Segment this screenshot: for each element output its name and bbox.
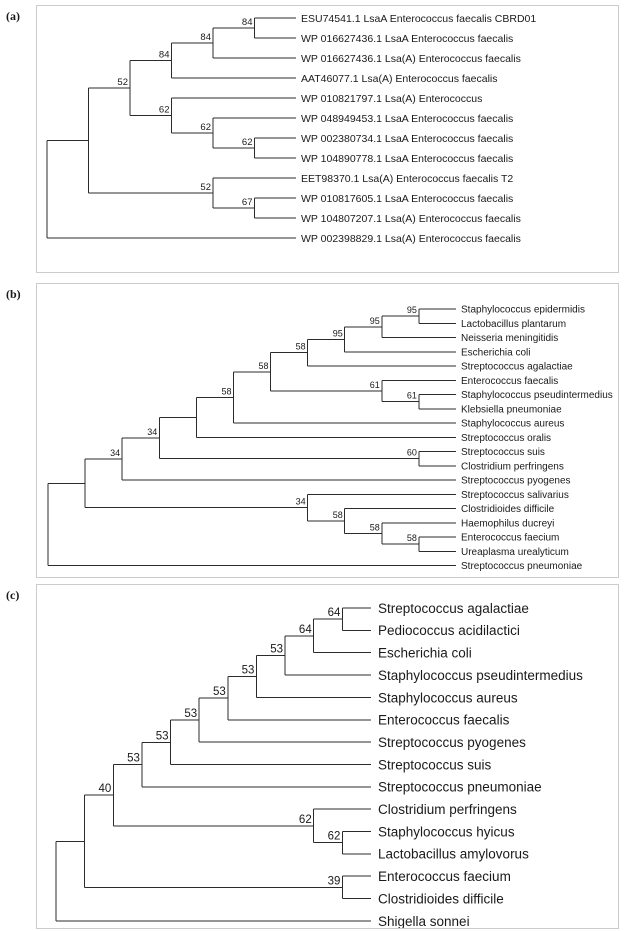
taxon-label: Haemophilus ducreyi	[461, 518, 554, 529]
support-value: 64	[328, 607, 341, 619]
taxon-label: WP 010821797.1 Lsa(A) Enterococcus	[301, 93, 482, 105]
support-value: 84	[159, 50, 170, 61]
panel-c-label: (c)	[6, 588, 20, 602]
support-value: 58	[259, 361, 269, 371]
support-value: 53	[156, 730, 169, 742]
taxon-label: Enterococcus faecalis	[378, 713, 510, 728]
taxon-label: WP 048949453.1 LsaA Enterococcus faecali…	[301, 113, 513, 125]
support-value: 61	[407, 391, 417, 401]
support-value: 58	[333, 510, 343, 520]
taxon-label: WP 104807207.1 Lsa(A) Enterococcus faeca…	[301, 213, 521, 225]
support-value: 53	[213, 686, 226, 698]
support-value: 95	[333, 328, 343, 338]
support-value: 84	[200, 32, 211, 43]
support-value: 53	[242, 664, 255, 676]
support-value: 95	[370, 316, 380, 326]
support-value: 39	[328, 875, 341, 887]
taxon-label: EET98370.1 Lsa(A) Enterococcus faecalis …	[301, 173, 513, 185]
taxon-label: WP 002380734.1 LsaA Enterococcus faecali…	[301, 133, 513, 145]
taxon-label: WP 016627436.1 Lsa(A) Enterococcus faeca…	[301, 53, 521, 65]
support-value: 62	[200, 122, 211, 133]
taxon-label: Escherichia coli	[461, 347, 530, 358]
support-value: 95	[407, 305, 417, 315]
taxon-label: Shigella sonnei	[378, 914, 470, 928]
taxon-label: AAT46077.1 Lsa(A) Enterococcus faecalis	[301, 73, 498, 85]
support-value: 52	[200, 182, 211, 193]
taxon-label: Streptococcus pyogenes	[461, 476, 571, 487]
panel-c-tree-box: Streptococcus agalactiae Pediococcus acid…	[36, 584, 619, 929]
taxon-label: Streptococcus agalactiae	[378, 601, 529, 616]
taxon-label: Streptococcus suis	[461, 447, 545, 458]
support-value: 62	[299, 814, 312, 826]
panel-b-tree-box: Staphylococcus epidermidis Lactobacillus …	[36, 283, 619, 578]
panel-a-tree-box: ESU74541.1 LsaA Enterococcus faecalis CB…	[36, 5, 619, 273]
taxon-label: Enterococcus faecium	[378, 869, 511, 884]
taxon-label: Neisseria meningitidis	[461, 333, 558, 344]
taxon-label: Lactobacillus plantarum	[461, 319, 566, 330]
taxon-label: Escherichia coli	[378, 646, 472, 661]
support-value: 34	[110, 448, 120, 458]
taxon-label: ESU74541.1 LsaA Enterococcus faecalis CB…	[301, 13, 536, 25]
taxon-label: Ureaplasma urealyticum	[461, 547, 569, 558]
taxon-label: Staphylococcus aureus	[461, 419, 564, 430]
support-value: 84	[242, 17, 253, 28]
support-value: 34	[147, 427, 157, 437]
taxon-label: Streptococcus suis	[378, 757, 492, 772]
taxon-label: Streptococcus pneumoniae	[461, 561, 583, 572]
taxon-label: Pediococcus acidilactici	[378, 623, 520, 638]
taxon-label: Clostridium perfringens	[378, 802, 517, 817]
taxon-label: Staphylococcus epidermidis	[461, 305, 585, 316]
taxon-label: Staphylococcus hyicus	[378, 824, 515, 839]
support-value: 58	[407, 533, 417, 543]
support-value: 60	[407, 448, 417, 458]
taxon-label: Enterococcus faecium	[461, 533, 559, 544]
support-value: 58	[296, 342, 306, 352]
panel-b: (b) Staphylococcus epidermidis Lactobacil…	[0, 283, 627, 578]
support-value: 62	[242, 137, 253, 148]
taxon-label: WP 010817605.1 LsaA Enterococcus faecali…	[301, 193, 513, 205]
taxon-label: Clostridium perfringens	[461, 461, 564, 472]
taxon-label: Clostridioides difficile	[378, 891, 504, 906]
panel-a-tree-svg: ESU74541.1 LsaA Enterococcus faecalis CB…	[46, 13, 536, 245]
taxon-label: WP 016627436.1 LsaA Enterococcus faecali…	[301, 33, 513, 45]
taxon-label: Streptococcus oralis	[461, 433, 551, 444]
taxon-label: Enterococcus faecalis	[461, 376, 558, 387]
taxon-label: Staphylococcus pseudintermedius	[378, 668, 583, 683]
support-value: 64	[299, 624, 312, 636]
panel-a-label: (a)	[6, 9, 20, 23]
panel-b-tree-svg: Staphylococcus epidermidis Lactobacillus …	[47, 305, 613, 572]
support-value: 58	[370, 522, 380, 532]
support-value: 53	[184, 708, 197, 720]
support-value: 62	[328, 831, 341, 843]
panel-a: (a) ESU74541.1 LsaA Enterococcus faecali…	[0, 5, 627, 273]
taxon-label: Streptococcus agalactiae	[461, 362, 573, 373]
panel-c: (c) Streptococcus agalactiae Pediococcus …	[0, 584, 627, 929]
taxon-label: Streptococcus salivarius	[461, 490, 569, 501]
support-value: 62	[159, 105, 170, 116]
support-value: 61	[370, 380, 380, 390]
taxon-label: Lactobacillus amylovorus	[378, 847, 529, 862]
support-value: 52	[117, 77, 128, 88]
taxon-label: Staphylococcus aureus	[378, 690, 518, 705]
panel-c-tree-svg: Streptococcus agalactiae Pediococcus acid…	[55, 601, 583, 928]
taxon-label: Streptococcus pyogenes	[378, 735, 526, 750]
taxon-label: WP 002398829.1 Lsa(A) Enterococcus faeca…	[301, 233, 521, 245]
panel-b-label: (b)	[6, 287, 21, 301]
support-value: 67	[242, 197, 253, 208]
taxon-label: Staphylococcus pseudintermedius	[461, 390, 613, 401]
support-value: 53	[127, 753, 140, 765]
support-value: 40	[98, 783, 111, 795]
support-value: 34	[296, 497, 306, 507]
taxon-label: Streptococcus pneumoniae	[378, 780, 542, 795]
taxon-label: Clostridioides difficile	[461, 504, 555, 515]
taxon-label: WP 104890778.1 LsaA Enterococcus faecali…	[301, 153, 513, 165]
taxon-label: Klebsiella pneumoniae	[461, 404, 562, 415]
support-value: 53	[270, 643, 283, 655]
support-value: 58	[221, 386, 231, 396]
